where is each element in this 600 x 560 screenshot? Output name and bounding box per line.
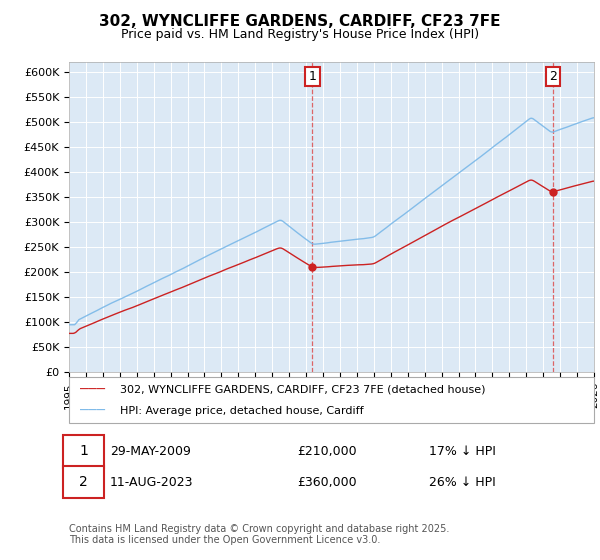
Text: HPI: Average price, detached house, Cardiff: HPI: Average price, detached house, Card… — [120, 407, 364, 416]
Text: ———: ——— — [80, 404, 105, 418]
Text: £210,000: £210,000 — [297, 445, 356, 458]
Text: 1: 1 — [308, 70, 316, 83]
Text: 302, WYNCLIFFE GARDENS, CARDIFF, CF23 7FE (detached house): 302, WYNCLIFFE GARDENS, CARDIFF, CF23 7F… — [120, 385, 485, 395]
Text: 1: 1 — [79, 445, 88, 458]
Text: ———: ——— — [80, 382, 105, 396]
Text: Contains HM Land Registry data © Crown copyright and database right 2025.
This d: Contains HM Land Registry data © Crown c… — [69, 524, 449, 545]
Text: 29-MAY-2009: 29-MAY-2009 — [110, 445, 191, 458]
Text: 11-AUG-2023: 11-AUG-2023 — [110, 475, 193, 489]
Text: 17% ↓ HPI: 17% ↓ HPI — [429, 445, 496, 458]
Text: £360,000: £360,000 — [297, 475, 356, 489]
Text: 2: 2 — [79, 475, 88, 489]
Text: 302, WYNCLIFFE GARDENS, CARDIFF, CF23 7FE: 302, WYNCLIFFE GARDENS, CARDIFF, CF23 7F… — [99, 14, 501, 29]
Text: 26% ↓ HPI: 26% ↓ HPI — [429, 475, 496, 489]
Text: 2: 2 — [549, 70, 557, 83]
Text: Price paid vs. HM Land Registry's House Price Index (HPI): Price paid vs. HM Land Registry's House … — [121, 28, 479, 41]
